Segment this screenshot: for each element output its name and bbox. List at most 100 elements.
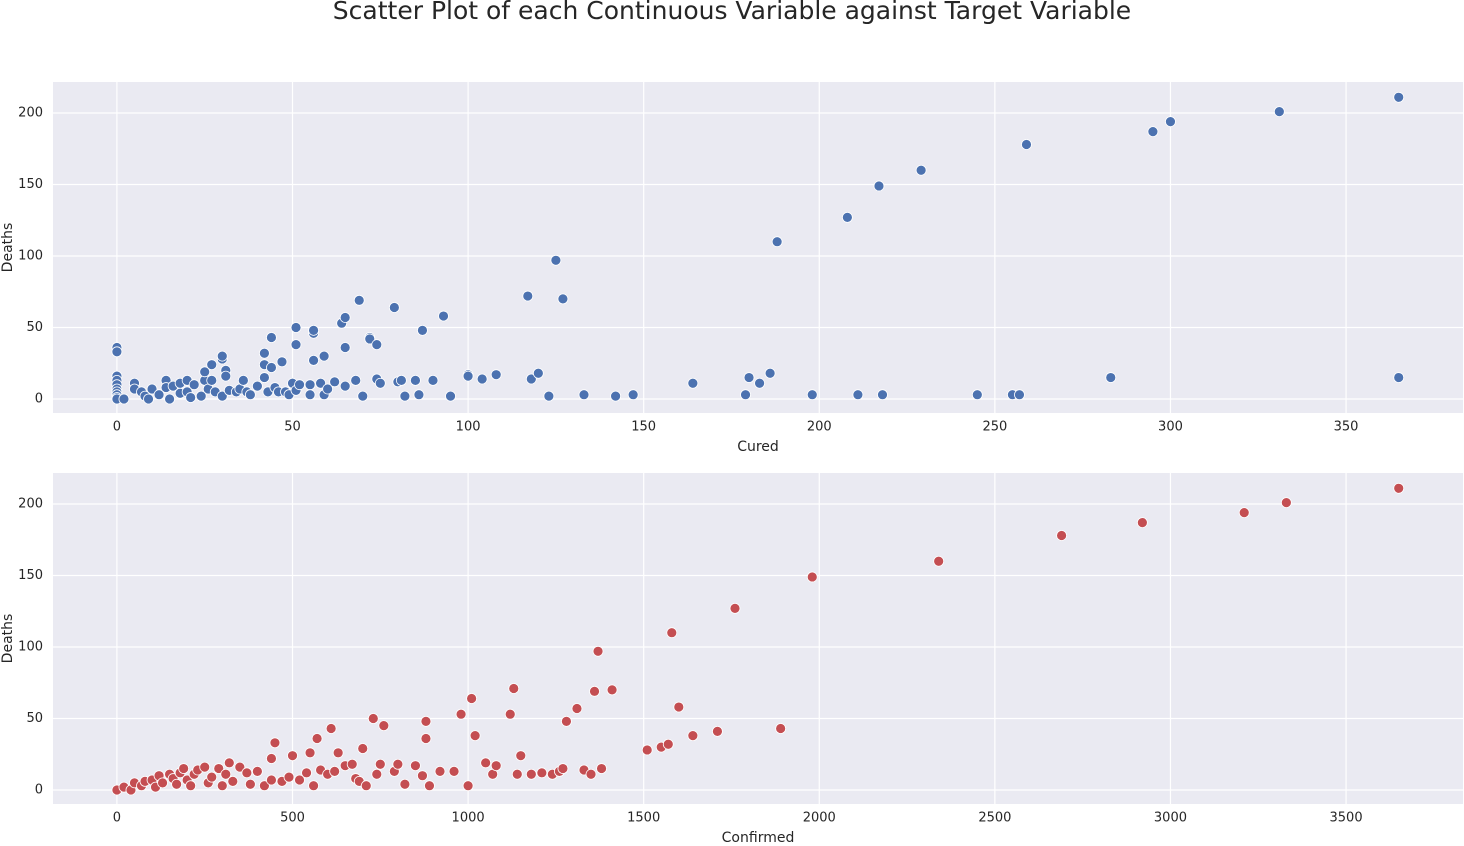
- y-axis-label: Deaths: [0, 223, 16, 273]
- point: [589, 685, 600, 697]
- x-tick-label: 0: [113, 811, 121, 826]
- point: [216, 390, 228, 402]
- point: [304, 389, 316, 401]
- point: [143, 393, 154, 405]
- point: [754, 377, 765, 389]
- point: [606, 684, 618, 696]
- point: [367, 713, 379, 724]
- point: [329, 766, 341, 777]
- point: [1014, 389, 1025, 401]
- point: [188, 379, 200, 391]
- point: [332, 747, 344, 759]
- plot-area: [53, 473, 1463, 804]
- point: [743, 372, 755, 383]
- point: [283, 771, 295, 783]
- x-tick-label: 50: [284, 420, 301, 435]
- plot-area: [53, 82, 1463, 413]
- point: [206, 375, 218, 386]
- point: [1280, 497, 1292, 508]
- point: [592, 645, 604, 657]
- point: [1393, 482, 1405, 494]
- point: [178, 763, 190, 774]
- point: [364, 333, 376, 345]
- point: [216, 350, 228, 362]
- y-tick-label: 0: [35, 782, 43, 797]
- point: [290, 339, 302, 351]
- point: [610, 390, 621, 402]
- point: [417, 324, 428, 336]
- point: [729, 603, 741, 614]
- y-tick-label: 50: [26, 320, 43, 335]
- point: [185, 392, 197, 403]
- y-tick-label: 150: [18, 568, 43, 583]
- point: [561, 715, 572, 727]
- point: [469, 730, 481, 742]
- point: [251, 380, 263, 392]
- point: [353, 294, 365, 306]
- point: [213, 763, 225, 774]
- point: [466, 693, 478, 704]
- point: [525, 373, 537, 385]
- point: [216, 780, 228, 792]
- point: [266, 332, 277, 343]
- point: [852, 389, 864, 401]
- point: [515, 750, 527, 762]
- y-axis-label: Deaths: [0, 614, 16, 664]
- point: [543, 390, 555, 402]
- point: [315, 377, 327, 389]
- point: [304, 379, 316, 391]
- point: [339, 380, 351, 392]
- point: [146, 383, 158, 395]
- point: [740, 389, 751, 401]
- point: [118, 393, 130, 405]
- point: [237, 375, 249, 386]
- point: [511, 768, 523, 780]
- point: [294, 774, 305, 786]
- point: [410, 375, 421, 386]
- point: [532, 367, 544, 379]
- point: [427, 375, 439, 386]
- point: [420, 715, 432, 727]
- point: [571, 703, 583, 714]
- point: [1393, 91, 1405, 103]
- point: [371, 339, 383, 351]
- point: [596, 763, 607, 774]
- point: [220, 370, 232, 382]
- point: [259, 372, 270, 383]
- point: [1056, 530, 1067, 541]
- y-tick-label: 200: [18, 497, 43, 512]
- point: [764, 367, 776, 379]
- point: [508, 683, 520, 694]
- point: [244, 389, 256, 401]
- point: [304, 747, 316, 759]
- point: [322, 383, 334, 395]
- point: [536, 767, 548, 779]
- point: [164, 393, 175, 405]
- point: [578, 389, 590, 401]
- point: [1165, 116, 1176, 128]
- x-tick-label: 1500: [627, 811, 660, 826]
- point: [374, 377, 386, 389]
- point: [357, 390, 369, 402]
- x-tick-label: 0: [113, 420, 121, 435]
- x-tick-label: 3500: [1330, 811, 1363, 826]
- point: [771, 236, 783, 248]
- point: [244, 778, 256, 790]
- point: [448, 766, 460, 777]
- point: [504, 708, 516, 720]
- point: [522, 290, 534, 302]
- point: [399, 390, 411, 402]
- point: [371, 768, 383, 780]
- point: [266, 774, 277, 786]
- point: [388, 302, 400, 313]
- point: [350, 375, 362, 386]
- point: [259, 780, 270, 792]
- x-tick-label: 250: [982, 420, 1007, 435]
- point: [206, 359, 218, 371]
- point: [374, 758, 386, 770]
- point: [933, 555, 945, 567]
- x-tick-label: 2000: [803, 811, 836, 826]
- point: [325, 723, 337, 734]
- point: [266, 362, 277, 373]
- point: [1136, 517, 1148, 529]
